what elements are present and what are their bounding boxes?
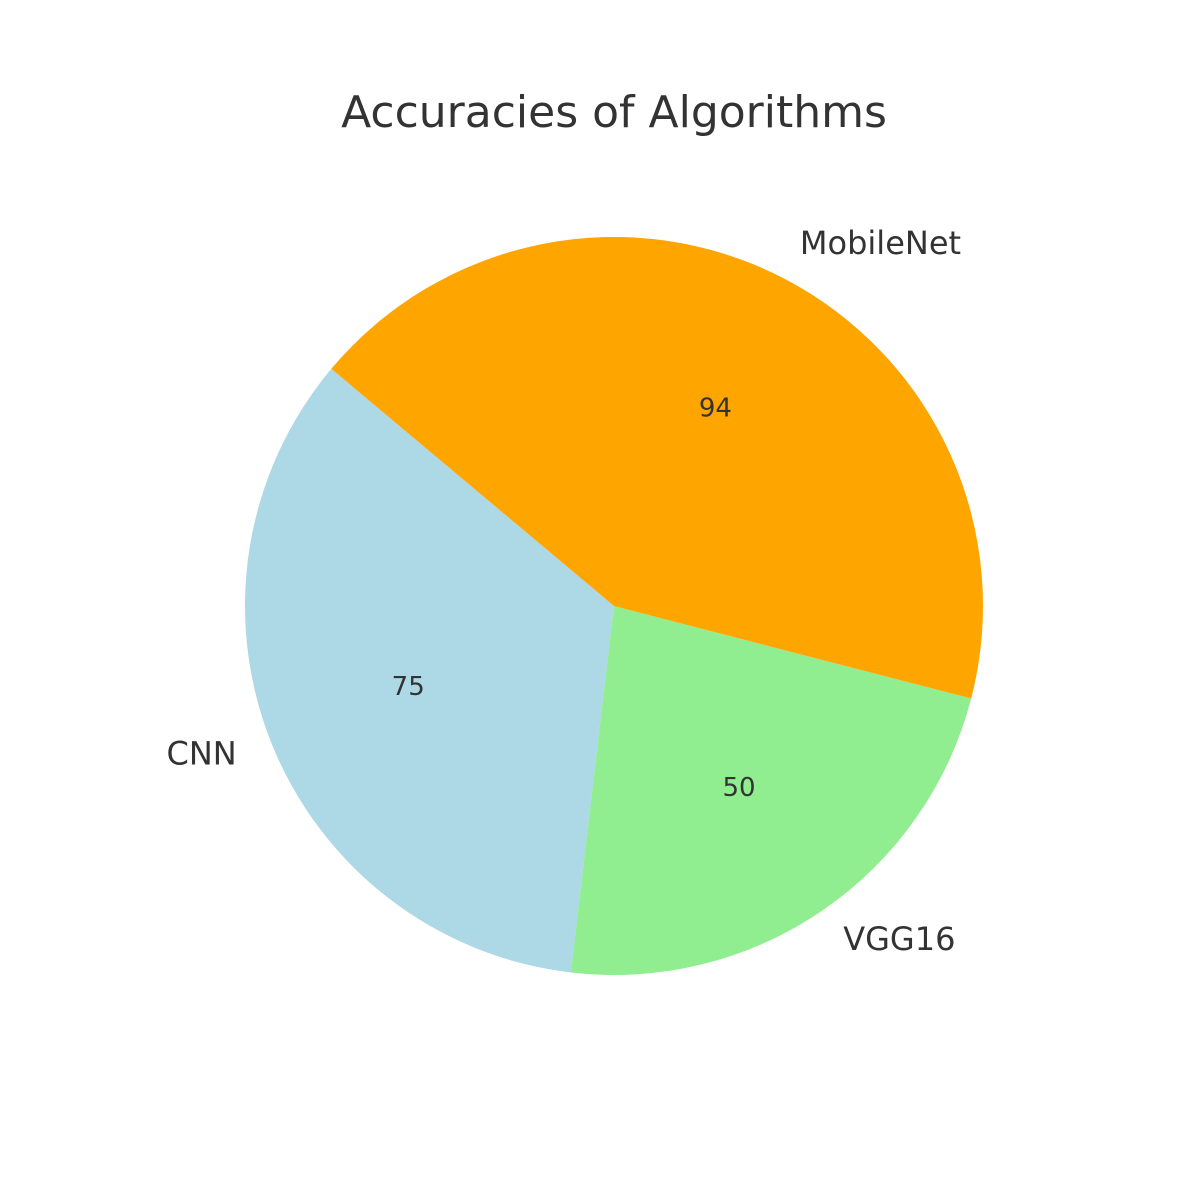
value-label-mobilenet: 94 [699,394,732,424]
chart-title: Accuracies of Algorithms [341,87,887,138]
pie-slice-mobilenet [331,236,983,699]
pie-slice-vgg16 [570,606,972,975]
slice-label-mobilenet: MobileNet [800,224,961,262]
value-label-cnn: 75 [392,672,425,702]
slices-layer [245,236,983,975]
slice-label-cnn: CNN [166,735,236,773]
pie-slice-cnn [245,368,615,973]
slice-label-vgg16: VGG16 [843,920,955,958]
value-label-vgg16: 50 [722,773,755,803]
labels-layer: CNN 75 VGG16 50 MobileNet 94 [166,224,961,958]
